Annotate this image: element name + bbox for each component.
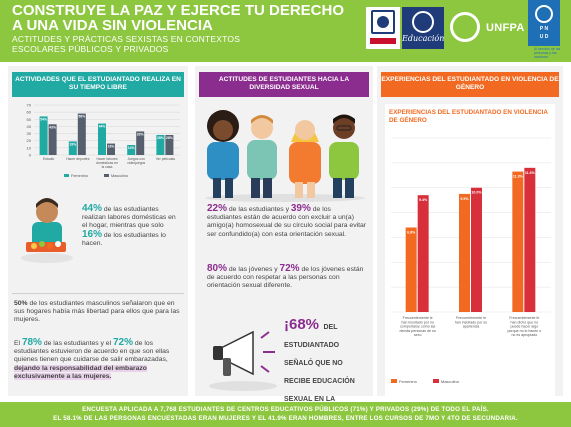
legend-swatch: [391, 379, 397, 383]
bar-value-label: 11.3%: [513, 175, 524, 179]
panel-diversity-title: ACTITUDES DE ESTUDIANTES HACIA LA DIVERS…: [199, 72, 369, 97]
student-cleaning-illustration: [21, 198, 73, 263]
x-category-label: sexo: [414, 333, 422, 337]
domestic-labor-fact: 44% de las estudiantes realizan labores …: [82, 203, 176, 247]
bar: [459, 193, 470, 312]
legend-label: Masculino: [441, 379, 460, 384]
bar: [405, 227, 417, 312]
x-category-label: Frecuentemente le: [403, 316, 433, 320]
bar-value-label: 54%: [40, 117, 47, 121]
bar: [165, 135, 174, 155]
page-subtitle: ACTITUDES Y PRÁCTICAS SEXISTAS EN CONTEX…: [12, 34, 241, 54]
x-category-label: Juegos con: [128, 157, 145, 161]
divider: [12, 293, 184, 294]
bar-value-label: 6.8%: [407, 230, 416, 234]
x-category-label: Frecuentemente le: [456, 316, 486, 320]
bar-value-label: 19%: [69, 142, 76, 146]
x-category-label: Hacer deportes: [66, 157, 89, 161]
x-category-label: puede hacer algo: [510, 325, 538, 329]
exclusion-fact: 22% de las estudiantes y 39% de los estu…: [207, 203, 367, 238]
x-category-label: demás personas de su: [399, 329, 435, 333]
panel-violence-title: EXPERIENCIAS DEL ESTUDIANTADO EN VIOLENC…: [381, 72, 559, 97]
y-tick-label: 60: [27, 110, 32, 115]
bar-value-label: 33%: [137, 132, 144, 136]
bar: [417, 195, 429, 312]
bar: [136, 131, 145, 155]
legend-label: Femenino: [71, 174, 88, 178]
legend-swatch: [433, 379, 439, 383]
x-category-label: comportarse como las: [400, 325, 436, 329]
bar: [127, 145, 136, 155]
bar: [471, 187, 482, 312]
legend-swatch: [64, 174, 69, 177]
y-tick-label: 50: [27, 117, 32, 122]
bar: [98, 123, 106, 155]
legend-label: Masculino: [111, 174, 128, 178]
megaphone-illustration: [209, 330, 277, 391]
pregnancy-fact: El 78% de las estudiantes y el 72% de lo…: [14, 337, 170, 380]
x-category-label: han dicho que no: [511, 320, 539, 324]
legend-label: Femenino: [399, 379, 418, 384]
bar-value-label: 11.6%: [525, 171, 536, 175]
y-tick-label: 40: [27, 124, 32, 129]
bar: [48, 124, 57, 155]
y-tick-label: 30: [27, 131, 32, 136]
y-tick-label: 0: [29, 153, 32, 158]
x-category-label: la casa: [102, 165, 113, 169]
bar-value-label: 10.0%: [471, 191, 482, 195]
x-category-label: Hacer labores: [96, 157, 117, 161]
legend-swatch: [104, 174, 109, 177]
students-group-illustration: [205, 110, 365, 202]
bar-value-label: 58%: [78, 115, 85, 119]
bar-value-label: 14%: [128, 146, 135, 150]
bar-value-label: 43%: [49, 125, 56, 129]
education-logo: Educación: [402, 7, 444, 49]
unfpa-logo: UNFPA: [486, 22, 525, 34]
x-category-label: Frecuentemente le: [509, 316, 539, 320]
x-category-label: no es apropiado: [511, 333, 537, 337]
freedom-fact: 50% de los estudiantes masculinos señala…: [14, 300, 180, 324]
bar: [77, 113, 86, 155]
bar-value-label: 28%: [157, 136, 164, 140]
bar-value-label: 9.4%: [419, 198, 428, 202]
violence-chart-title: EXPERIENCIAS DEL ESTUDIANTADO EN VIOLENC…: [389, 109, 548, 124]
footer-line-2: EL 58.1% DE LAS PERSONAS ENCUESTADAS ERA…: [53, 415, 518, 422]
bar-value-label: 16%: [108, 145, 115, 149]
bar-value-label: 9.5%: [460, 197, 469, 201]
y-tick-label: 70: [27, 103, 32, 108]
footer-banner: ENCUESTA APLICADA A 7,768 ESTUDIANTES DE…: [0, 402, 571, 427]
undp-tagline: Al servicio de las personas y las nacion…: [534, 47, 561, 59]
bar: [68, 141, 77, 155]
leisure-chart-svg: 0 10 20 30 40 50 60 70 54%43% Estudio 19% 58% Hacer …: [27, 103, 180, 178]
bar: [156, 135, 165, 155]
bar: [512, 171, 524, 312]
header-banner: CONSTRUYE LA PAZ Y EJERCE TU DERECHO A U…: [0, 0, 571, 62]
leisure-bar-chart: 0 10 20 30 40 50 60 70 54% 43% Estudio 19% 58% Hacer …: [14, 99, 184, 181]
bar: [107, 143, 115, 155]
unicef-logo: [446, 10, 486, 48]
x-category-label: videojuegos: [127, 161, 145, 165]
respect-fact: 80% de las jóvenes y 72% de los jóvenes …: [207, 263, 364, 290]
y-tick-label: 20: [27, 138, 32, 143]
bar-value-label: 44%: [99, 125, 106, 129]
x-category-label: Estudio: [43, 157, 54, 161]
footer-line-1: ENCUESTA APLICADA A 7,768 ESTUDIANTES DE…: [82, 406, 489, 413]
government-logo: [366, 7, 400, 49]
x-category-label: han insultado por no: [401, 320, 434, 324]
x-category-label: han insultado por su: [455, 320, 487, 324]
page-title: CONSTRUYE LA PAZ Y EJERCE TU DERECHO A U…: [12, 2, 344, 34]
x-category-label: apariencia: [463, 325, 480, 329]
panel-leisure-title: ACTIVIDADES QUE EL ESTUDIANTADO REALIZA …: [12, 72, 184, 97]
bar: [39, 116, 48, 155]
x-category-label: Ver películas: [156, 157, 176, 161]
bar-value-label: 28%: [166, 136, 173, 140]
callout-percent: ¡68%: [284, 316, 320, 333]
x-category-label: domésticas en: [96, 161, 118, 165]
bar: [524, 167, 536, 312]
x-category-label: porque no lo hacen o: [507, 329, 541, 333]
y-tick-label: 10: [27, 145, 32, 150]
